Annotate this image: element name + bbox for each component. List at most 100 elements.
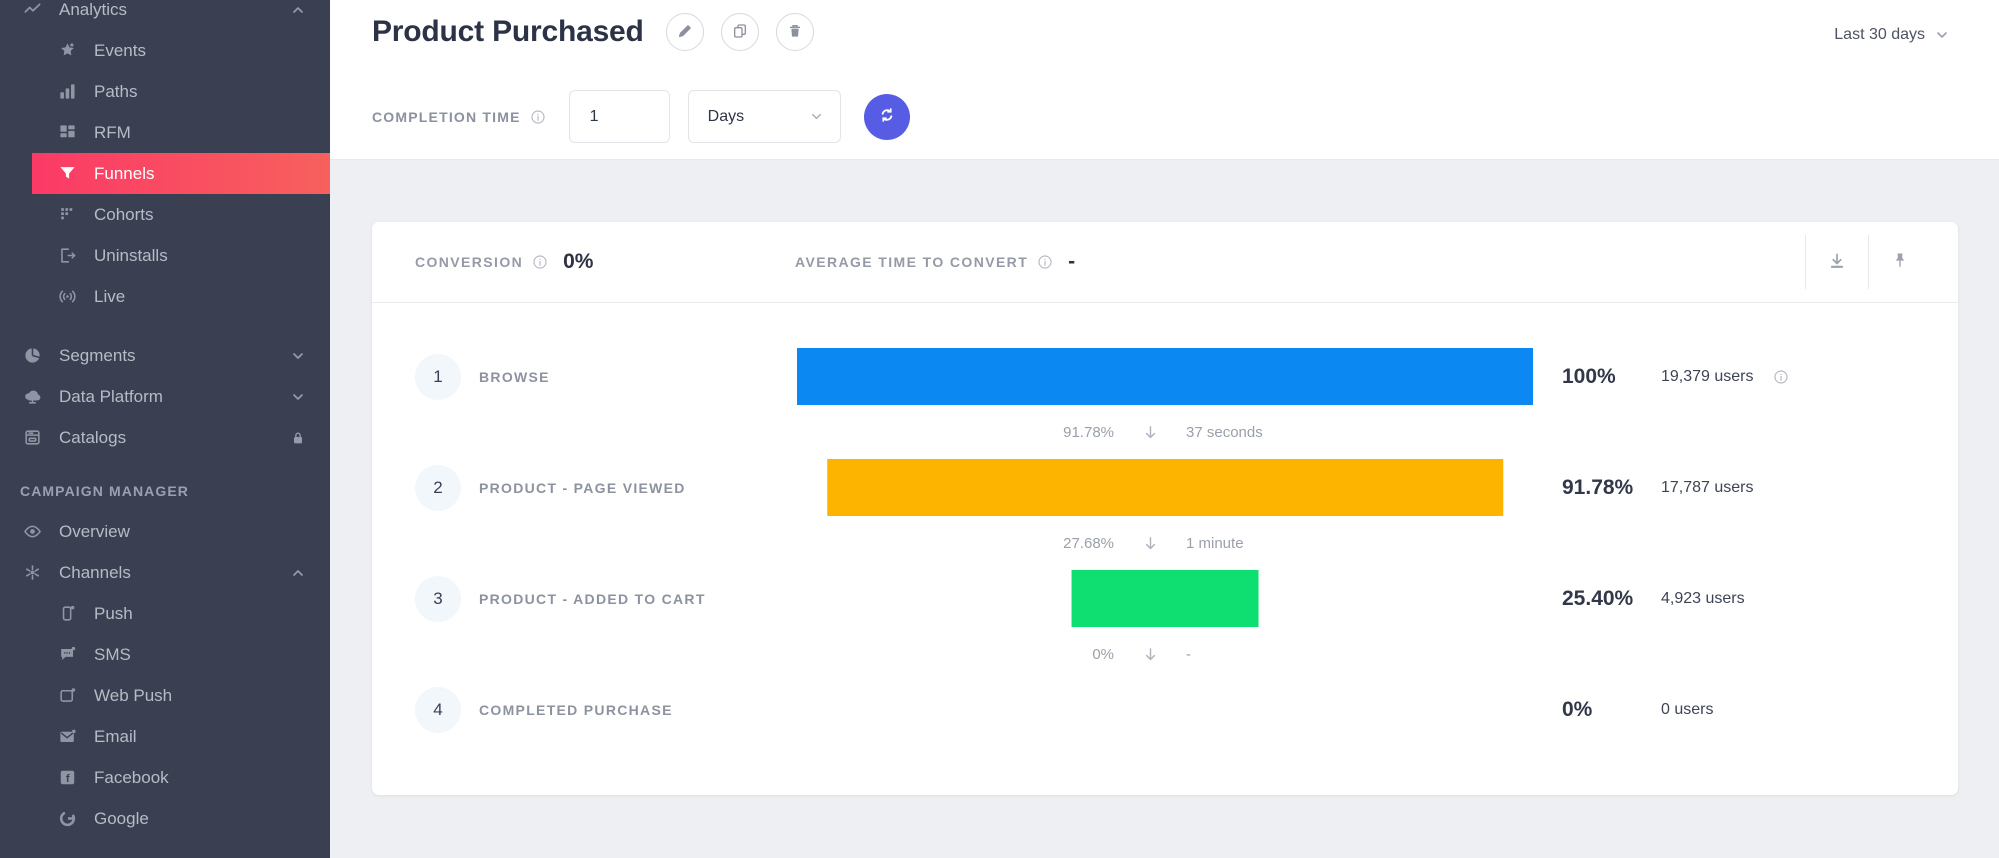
avg-time-label: AVERAGE TIME TO CONVERT (795, 254, 1029, 270)
chat-icon (55, 643, 79, 667)
sidebar-item-label: Channels (59, 562, 131, 582)
sidebar-item-catalogs[interactable]: Catalogs (0, 417, 330, 458)
star-icon (55, 39, 79, 63)
sidebar-item-uninstalls[interactable]: Uninstalls (0, 235, 330, 276)
date-range-label: Last 30 days (1834, 26, 1925, 43)
sidebar-item-email[interactable]: Email (0, 716, 330, 757)
info-icon[interactable] (1773, 369, 1789, 385)
sidebar-item-analytics[interactable]: Analytics (0, 0, 330, 30)
bar-track (797, 459, 1533, 516)
avg-time-value: - (1068, 250, 1076, 273)
avg-time-metric: AVERAGE TIME TO CONVERT - (795, 250, 1075, 274)
sidebar-item-channels[interactable]: Channels (0, 552, 330, 593)
sidebar-item-label: Events (94, 40, 146, 60)
info-icon[interactable] (1037, 254, 1053, 270)
transition-percentage: 91.78% (1063, 423, 1114, 441)
transition-percentage: 27.68% (1063, 534, 1114, 552)
facebook-icon: f (55, 766, 79, 790)
funnel-bar[interactable] (797, 348, 1533, 405)
step-label: PRODUCT - ADDED TO CART (479, 590, 706, 607)
edit-funnel-button[interactable] (665, 13, 704, 51)
sidebar-item-google[interactable]: Google (0, 798, 330, 839)
hub-icon (20, 561, 44, 585)
completion-time-input[interactable] (568, 90, 670, 143)
download-icon (1827, 251, 1847, 274)
catalog-icon (20, 426, 44, 450)
sidebar-item-sms[interactable]: SMS (0, 634, 330, 675)
funnel-transition: 27.68% 1 minute (797, 516, 1533, 570)
funnel-body: 1 BROWSE 100% 19,379 users 91.78% 37 seconds 2… (372, 303, 1958, 738)
funnel-transition: 91.78% 37 seconds (797, 405, 1533, 459)
step-info: 3 PRODUCT - ADDED TO CART (372, 575, 797, 622)
bar-chart-icon (55, 80, 79, 104)
funnel-bar[interactable] (1071, 570, 1259, 627)
step-number: 1 (415, 353, 461, 400)
date-range-selector[interactable]: Last 30 days (1834, 26, 1950, 44)
funnel-icon (55, 162, 79, 186)
eye-icon (20, 520, 44, 544)
chevron-down-icon (809, 109, 824, 124)
funnel-card-header: CONVERSION 0% AVERAGE TIME TO CONVERT - (372, 222, 1958, 303)
card-actions (1805, 222, 1958, 302)
divider (1868, 235, 1869, 289)
sidebar-item-funnels[interactable]: Funnels (32, 153, 330, 194)
sidebar-item-overview[interactable]: Overview (0, 511, 330, 552)
step-label: PRODUCT - PAGE VIEWED (479, 479, 686, 496)
svg-text:f: f (65, 773, 69, 785)
arrow-down-icon (1114, 646, 1186, 663)
conversion-value: 0% (563, 250, 594, 273)
sidebar-item-live[interactable]: Live (0, 276, 330, 317)
transition-time: - (1186, 645, 1191, 663)
funnel-step-product-page-viewed: 2 PRODUCT - PAGE VIEWED 91.78% 17,787 users (372, 459, 1958, 516)
sidebar-item-label: Cohorts (94, 204, 154, 224)
sidebar-item-rfm[interactable]: RFM (0, 112, 330, 153)
refresh-button[interactable] (863, 93, 910, 140)
uninstall-icon (55, 244, 79, 268)
step-users: 0 users (1661, 700, 1714, 718)
delete-funnel-button[interactable] (775, 13, 814, 51)
sidebar-item-label: Funnels (94, 163, 155, 183)
sidebar-item-label: Push (94, 603, 133, 623)
divider (1805, 235, 1806, 289)
download-button[interactable] (1806, 222, 1868, 302)
chevron-up-icon (286, 0, 310, 22)
sidebar-item-push[interactable]: Push (0, 593, 330, 634)
sidebar-item-label: Analytics (59, 0, 128, 19)
sidebar-item-label: Email (94, 726, 137, 746)
completion-time-label: COMPLETION TIME (372, 108, 521, 125)
funnel-step-completed-purchase: 4 COMPLETED PURCHASE 0% 0 users (372, 681, 1958, 738)
step-info: 4 COMPLETED PURCHASE (372, 686, 797, 733)
sidebar-item-data-platform[interactable]: Data Platform (0, 376, 330, 417)
transition-time: 37 seconds (1186, 423, 1263, 441)
conversion-label: CONVERSION (415, 254, 524, 270)
sidebar-section-header-campaign-manager: CAMPAIGN MANAGER (20, 482, 190, 499)
step-users: 4,923 users (1661, 589, 1745, 607)
cohorts-icon (55, 203, 79, 227)
chevron-down-icon (286, 385, 310, 409)
completion-time-unit-select[interactable]: Days (687, 90, 841, 143)
sidebar-item-facebook[interactable]: f Facebook (0, 757, 330, 798)
info-icon[interactable] (530, 109, 546, 125)
pencil-icon (677, 23, 693, 42)
page-title: Product Purchased (372, 15, 644, 48)
sidebar-item-paths[interactable]: Paths (0, 71, 330, 112)
phone-icon (55, 602, 79, 626)
lock-icon (286, 426, 310, 450)
sidebar-item-web-push[interactable]: Web Push (0, 675, 330, 716)
funnel-bar[interactable] (827, 459, 1503, 516)
step-label: BROWSE (479, 368, 550, 385)
refresh-icon (877, 105, 897, 128)
line-chart-icon (20, 0, 44, 22)
conversion-metric: CONVERSION 0% (415, 250, 593, 274)
sidebar-item-segments[interactable]: Segments (0, 335, 330, 376)
sidebar-item-events[interactable]: Events (0, 30, 330, 71)
copy-funnel-button[interactable] (720, 13, 759, 51)
chevron-up-icon (286, 561, 310, 585)
grid-icon (55, 121, 79, 145)
pin-button[interactable] (1869, 222, 1931, 302)
sidebar-item-label: Paths (94, 81, 138, 101)
sidebar-item-cohorts[interactable]: Cohorts (0, 194, 330, 235)
arrow-down-icon (1114, 535, 1186, 552)
info-icon[interactable] (532, 254, 548, 270)
